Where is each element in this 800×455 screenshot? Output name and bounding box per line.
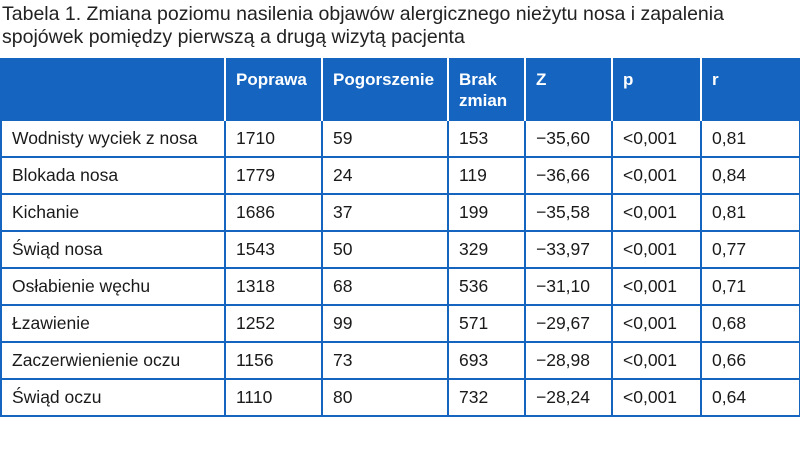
symptom-cell: Świąd oczu	[0, 378, 226, 417]
table-row: Łzawienie 1252 99 571 −29,67 <0,001 0,68	[0, 304, 800, 343]
p-cell: <0,001	[611, 119, 702, 158]
table-row: Zaczerwienienie oczu 1156 73 693 −28,98 …	[0, 341, 800, 380]
p-cell: <0,001	[611, 267, 702, 306]
table-row: Osłabienie węchu 1318 68 536 −31,10 <0,0…	[0, 267, 800, 306]
z-cell: −31,10	[524, 267, 613, 306]
symptom-cell: Wodnisty wyciek z nosa	[0, 119, 226, 158]
brak-zmian-cell: 732	[447, 378, 526, 417]
header-cell-brak-zmian: Brak zmian	[448, 58, 526, 120]
r-cell: 0,64	[700, 378, 800, 417]
poprawa-cell: 1110	[224, 378, 323, 417]
table-row: Kichanie 1686 37 199 −35,58 <0,001 0,81	[0, 193, 800, 232]
header-cell-symptom	[0, 58, 226, 120]
symptom-cell: Kichanie	[0, 193, 226, 232]
brak-zmian-cell: 119	[447, 156, 526, 195]
pogorszenie-cell: 99	[321, 304, 449, 343]
brak-zmian-cell: 153	[447, 119, 526, 158]
r-cell: 0,66	[700, 341, 800, 380]
pogorszenie-cell: 50	[321, 230, 449, 269]
r-cell: 0,77	[700, 230, 800, 269]
p-cell: <0,001	[611, 341, 702, 380]
z-cell: −28,98	[524, 341, 613, 380]
pogorszenie-cell: 59	[321, 119, 449, 158]
r-cell: 0,81	[700, 119, 800, 158]
table-row: Blokada nosa 1779 24 119 −36,66 <0,001 0…	[0, 156, 800, 195]
symptom-cell: Świąd nosa	[0, 230, 226, 269]
brak-zmian-cell: 571	[447, 304, 526, 343]
pogorszenie-cell: 73	[321, 341, 449, 380]
poprawa-cell: 1686	[224, 193, 323, 232]
header-cell-r: r	[701, 58, 800, 120]
z-cell: −29,67	[524, 304, 613, 343]
brak-zmian-cell: 329	[447, 230, 526, 269]
table-row: Świąd nosa 1543 50 329 −33,97 <0,001 0,7…	[0, 230, 800, 269]
poprawa-cell: 1543	[224, 230, 323, 269]
symptom-cell: Łzawienie	[0, 304, 226, 343]
table-row: Świąd oczu 1110 80 732 −28,24 <0,001 0,6…	[0, 378, 800, 417]
poprawa-cell: 1710	[224, 119, 323, 158]
table-row: Wodnisty wyciek z nosa 1710 59 153 −35,6…	[0, 119, 800, 158]
header-cell-z: Z	[525, 58, 613, 120]
r-cell: 0,68	[700, 304, 800, 343]
header-cell-poprawa: Poprawa	[225, 58, 323, 120]
table-caption: Tabela 1. Zmiana poziomu nasilenia objaw…	[2, 3, 724, 48]
p-cell: <0,001	[611, 304, 702, 343]
z-cell: −28,24	[524, 378, 613, 417]
pogorszenie-cell: 37	[321, 193, 449, 232]
poprawa-cell: 1252	[224, 304, 323, 343]
header-cell-p: p	[612, 58, 702, 120]
poprawa-cell: 1779	[224, 156, 323, 195]
z-cell: −36,66	[524, 156, 613, 195]
poprawa-cell: 1318	[224, 267, 323, 306]
p-cell: <0,001	[611, 193, 702, 232]
r-cell: 0,71	[700, 267, 800, 306]
z-cell: −35,60	[524, 119, 613, 158]
brak-zmian-cell: 693	[447, 341, 526, 380]
r-cell: 0,81	[700, 193, 800, 232]
results-table: Poprawa Pogorszenie Brak zmian Z p r Wod…	[0, 58, 800, 417]
p-cell: <0,001	[611, 378, 702, 417]
pogorszenie-cell: 24	[321, 156, 449, 195]
brak-zmian-cell: 536	[447, 267, 526, 306]
header-cell-pogorszenie: Pogorszenie	[322, 58, 449, 120]
r-cell: 0,84	[700, 156, 800, 195]
symptom-cell: Zaczerwienienie oczu	[0, 341, 226, 380]
pogorszenie-cell: 68	[321, 267, 449, 306]
brak-zmian-cell: 199	[447, 193, 526, 232]
z-cell: −33,97	[524, 230, 613, 269]
table-header-row: Poprawa Pogorszenie Brak zmian Z p r	[0, 58, 800, 120]
p-cell: <0,001	[611, 230, 702, 269]
pogorszenie-cell: 80	[321, 378, 449, 417]
poprawa-cell: 1156	[224, 341, 323, 380]
z-cell: −35,58	[524, 193, 613, 232]
symptom-cell: Osłabienie węchu	[0, 267, 226, 306]
p-cell: <0,001	[611, 156, 702, 195]
symptom-cell: Blokada nosa	[0, 156, 226, 195]
